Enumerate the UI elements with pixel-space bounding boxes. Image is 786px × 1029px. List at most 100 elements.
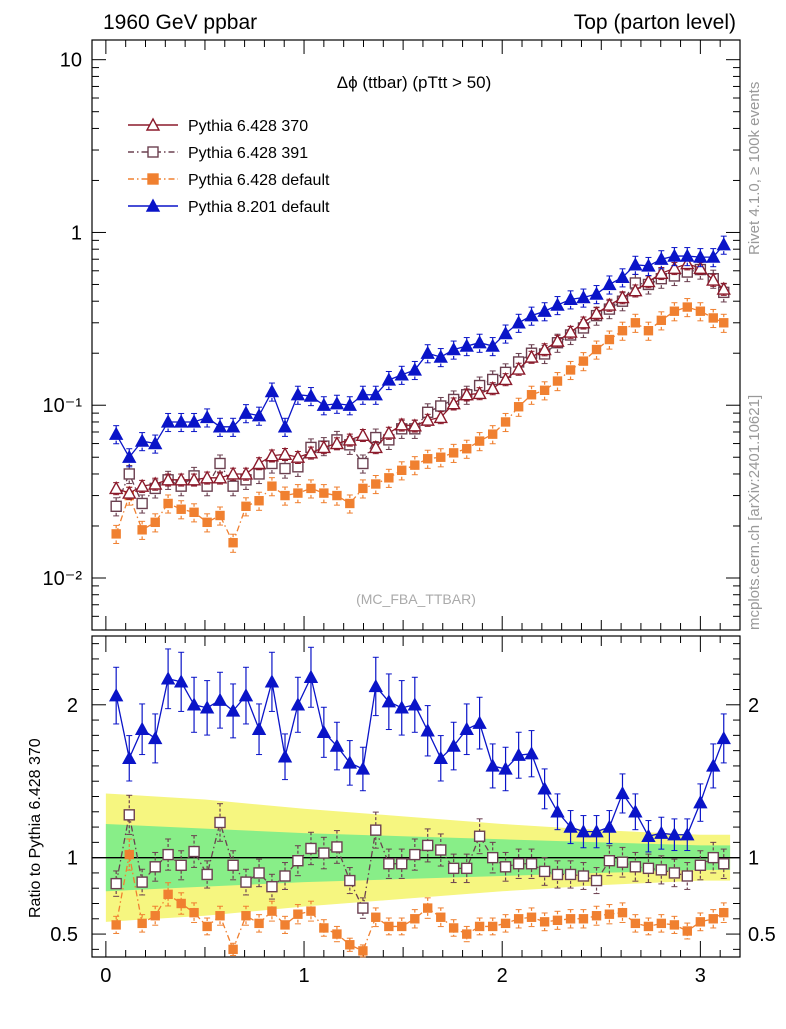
data-point-marker (332, 929, 342, 939)
data-point-marker (122, 485, 137, 499)
data-point-marker (524, 308, 539, 322)
data-point-marker (122, 750, 137, 764)
data-point-marker (589, 305, 604, 320)
data-point-marker (160, 671, 176, 685)
data-point-marker (410, 460, 420, 470)
ratio-y-axis-label: Ratio to Pythia 6.428 370 (27, 738, 44, 918)
data-point-marker (215, 911, 225, 921)
data-point-marker (225, 703, 241, 717)
data-point-marker (358, 483, 368, 494)
data-point-marker (173, 674, 189, 688)
data-point-marker (550, 804, 565, 818)
data-point-marker (266, 880, 278, 893)
data-point-marker (654, 265, 669, 280)
data-point-marker (682, 926, 692, 936)
data-point-marker (212, 470, 228, 484)
data-point-marker (604, 334, 615, 345)
data-point-marker (342, 755, 357, 769)
data-point-marker (368, 439, 383, 454)
data-point-marker (694, 859, 707, 871)
data-point-marker (500, 417, 511, 427)
data-point-marker (251, 721, 267, 735)
data-point-marker (123, 468, 135, 480)
x-tick-label: 1 (298, 965, 309, 987)
data-point-marker (318, 847, 330, 859)
data-point-marker (149, 861, 161, 873)
data-point-marker (253, 468, 265, 480)
data-point-marker (227, 859, 239, 871)
data-point-marker (316, 397, 332, 411)
data-point-marker (264, 384, 280, 398)
data-point-marker (433, 349, 448, 363)
data-point-marker (384, 921, 394, 932)
data-point-marker (459, 387, 474, 401)
data-point-marker (163, 889, 173, 900)
data-point-marker (277, 419, 293, 433)
data-point-marker (513, 402, 524, 412)
data-point-marker (512, 858, 525, 870)
data-point-marker (693, 260, 708, 275)
data-point-marker (446, 342, 461, 356)
data-point-marker (590, 874, 603, 887)
data-point-marker (420, 723, 435, 737)
data-point-marker (565, 365, 576, 375)
data-point-marker (134, 433, 150, 447)
data-point-marker (448, 923, 459, 933)
data-point-marker (563, 324, 578, 338)
data-point-marker (576, 290, 591, 304)
data-point-marker (228, 944, 238, 955)
data-point-marker (539, 917, 550, 927)
data-point-marker (134, 721, 150, 735)
data-point-marker (148, 476, 163, 490)
ratio-y-tick-label: 2 (67, 695, 78, 717)
data-point-marker (472, 335, 487, 349)
data-point-marker (693, 249, 708, 263)
data-point-marker (251, 456, 267, 470)
data-point-marker (201, 868, 213, 881)
data-point-marker (604, 909, 615, 919)
data-point-marker (511, 315, 526, 329)
data-point-marker (306, 483, 316, 494)
data-point-marker (669, 920, 680, 930)
data-point-marker (525, 858, 538, 870)
data-point-marker (630, 918, 641, 929)
data-point-marker (186, 414, 202, 428)
data-point-marker (655, 864, 668, 876)
data-point-marker (108, 480, 124, 495)
data-point-marker (551, 868, 564, 881)
data-point-marker (160, 472, 176, 486)
data-point-marker (355, 427, 371, 441)
data-point-marker (241, 501, 251, 511)
header-left-title: 1960 GeV ppbar (103, 11, 257, 34)
data-point-marker (227, 480, 239, 492)
data-point-marker (319, 923, 329, 933)
data-point-marker (212, 692, 228, 706)
data-point-marker (381, 425, 397, 439)
data-point-marker (397, 465, 407, 476)
data-point-marker (667, 827, 682, 841)
data-point-marker (656, 918, 667, 929)
data-point-marker (357, 902, 369, 914)
data-point-marker (552, 915, 563, 926)
data-point-marker (145, 117, 161, 131)
data-point-marker (461, 862, 473, 875)
data-point-marker (695, 306, 706, 316)
data-point-marker (241, 911, 251, 921)
main-plot-panel: 10 1 10⁻¹ 10⁻² Δϕ (ttbar) (pTtt > 50) (MC_FBA… (43, 39, 741, 631)
data-point-marker (137, 525, 147, 535)
data-point-marker (462, 444, 472, 454)
data-point-marker (108, 426, 124, 440)
data-point-marker (591, 911, 602, 921)
data-point-marker (420, 345, 435, 359)
data-point-marker (176, 504, 186, 514)
data-point-marker (459, 338, 474, 352)
data-point-marker (538, 865, 551, 878)
data-point-marker (708, 914, 718, 924)
data-point-marker (433, 750, 448, 764)
data-point-marker (682, 302, 692, 312)
data-point-marker (485, 338, 500, 352)
data-point-marker (173, 414, 189, 428)
data-point-marker (706, 249, 721, 263)
x-tick-label: 0 (100, 965, 111, 987)
